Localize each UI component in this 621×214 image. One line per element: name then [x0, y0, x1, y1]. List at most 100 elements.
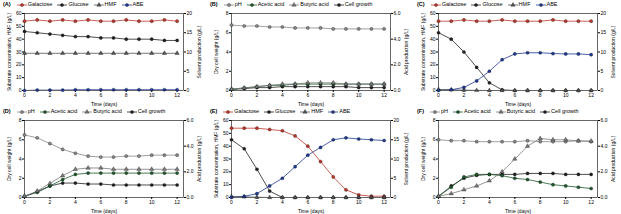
svg-text:2: 2	[256, 199, 259, 205]
svg-text:10: 10	[16, 74, 22, 80]
svg-text:60: 60	[16, 10, 22, 16]
svg-text:8: 8	[433, 117, 436, 123]
svg-text:Acid production (g/L): Acid production (g/L)	[403, 29, 409, 75]
svg-text:0: 0	[19, 194, 22, 200]
svg-text:Acid production (g/L): Acid production (g/L)	[610, 136, 616, 182]
svg-text:20: 20	[430, 61, 436, 67]
svg-text:Dry cell weight (g/L): Dry cell weight (g/L)	[6, 137, 12, 182]
svg-text:6: 6	[99, 199, 102, 205]
svg-text:30: 30	[430, 49, 436, 55]
svg-text:0: 0	[187, 87, 190, 93]
svg-text:12: 12	[174, 92, 180, 98]
svg-text:50: 50	[16, 23, 22, 29]
svg-text:8: 8	[332, 92, 335, 98]
svg-text:50: 50	[430, 23, 436, 29]
svg-text:Solvent production (g/L): Solvent production (g/L)	[610, 25, 616, 78]
svg-text:6: 6	[306, 92, 309, 98]
svg-text:30: 30	[223, 156, 229, 162]
svg-text:Substrate concentration, HMF (: Substrate concentration, HMF (g/L)	[6, 13, 12, 91]
svg-text:10: 10	[601, 49, 607, 55]
svg-text:12: 12	[381, 92, 387, 98]
svg-text:0.0: 0.0	[601, 194, 608, 200]
svg-text:8: 8	[539, 199, 542, 205]
svg-text:40: 40	[16, 36, 22, 42]
svg-text:20: 20	[394, 117, 400, 123]
svg-text:12: 12	[174, 199, 180, 205]
svg-text:2: 2	[226, 68, 229, 74]
svg-text:12: 12	[381, 199, 387, 205]
svg-text:4: 4	[74, 92, 77, 98]
svg-text:20: 20	[223, 168, 229, 174]
svg-text:15: 15	[394, 136, 400, 142]
svg-text:6: 6	[513, 92, 516, 98]
svg-text:15: 15	[601, 29, 607, 35]
svg-text:4: 4	[488, 199, 491, 205]
svg-text:Dry cell weight (g/L): Dry cell weight (g/L)	[420, 137, 426, 182]
svg-text:4: 4	[74, 199, 77, 205]
svg-text:10: 10	[187, 49, 193, 55]
svg-text:40: 40	[430, 36, 436, 42]
svg-text:Time (days): Time (days)	[505, 101, 532, 107]
svg-text:8: 8	[332, 199, 335, 205]
svg-text:0: 0	[23, 92, 26, 98]
svg-text:20: 20	[601, 10, 607, 16]
svg-text:4: 4	[226, 49, 229, 55]
svg-text:12: 12	[588, 92, 594, 98]
svg-text:5: 5	[394, 175, 397, 181]
svg-text:10: 10	[356, 92, 362, 98]
svg-text:0: 0	[394, 194, 397, 200]
svg-text:10: 10	[149, 199, 155, 205]
svg-text:4.0: 4.0	[601, 143, 608, 149]
svg-text:Acid production (g/L): Acid production (g/L)	[196, 136, 202, 182]
svg-text:6.0: 6.0	[187, 117, 194, 123]
svg-text:0.0: 0.0	[187, 194, 194, 200]
svg-text:2.0: 2.0	[394, 61, 401, 67]
svg-text:Dry cell weight (g/L): Dry cell weight (g/L)	[213, 30, 219, 75]
svg-text:Substrate concentration, HMF (: Substrate concentration, HMF (g/L)	[420, 13, 426, 91]
svg-text:10: 10	[563, 92, 569, 98]
svg-text:2: 2	[19, 175, 22, 181]
svg-text:30: 30	[16, 49, 22, 55]
svg-text:0: 0	[601, 87, 604, 93]
svg-text:0: 0	[226, 194, 229, 200]
svg-text:2: 2	[49, 92, 52, 98]
svg-text:2: 2	[463, 92, 466, 98]
svg-text:0: 0	[433, 87, 436, 93]
svg-text:0: 0	[230, 92, 233, 98]
svg-text:15: 15	[187, 29, 193, 35]
svg-text:4.0: 4.0	[187, 143, 194, 149]
svg-text:Substrate concentration, HMF (: Substrate concentration, HMF (g/L)	[213, 120, 219, 198]
svg-text:0: 0	[19, 87, 22, 93]
svg-text:10: 10	[223, 181, 229, 187]
svg-text:Time (days): Time (days)	[298, 208, 325, 214]
svg-text:0: 0	[226, 87, 229, 93]
svg-text:5: 5	[187, 68, 190, 74]
svg-text:2: 2	[49, 199, 52, 205]
svg-text:0: 0	[433, 194, 436, 200]
svg-text:0: 0	[437, 92, 440, 98]
svg-text:20: 20	[16, 61, 22, 67]
svg-text:0: 0	[23, 199, 26, 205]
svg-text:6: 6	[513, 199, 516, 205]
svg-text:2.0: 2.0	[187, 168, 194, 174]
svg-text:Solvent production (g/L): Solvent production (g/L)	[196, 25, 202, 78]
svg-text:6: 6	[226, 29, 229, 35]
svg-text:10: 10	[394, 156, 400, 162]
svg-text:Time (days): Time (days)	[91, 208, 118, 214]
svg-text:50: 50	[223, 130, 229, 136]
svg-text:10: 10	[563, 199, 569, 205]
svg-text:Time (days): Time (days)	[298, 101, 325, 107]
svg-text:6: 6	[433, 136, 436, 142]
svg-text:2: 2	[256, 92, 259, 98]
svg-text:4: 4	[488, 92, 491, 98]
svg-text:6.0: 6.0	[394, 10, 401, 16]
svg-text:60: 60	[223, 117, 229, 123]
svg-text:12: 12	[588, 199, 594, 205]
svg-text:8: 8	[125, 92, 128, 98]
svg-text:2.0: 2.0	[601, 168, 608, 174]
svg-text:10: 10	[356, 199, 362, 205]
svg-text:10: 10	[430, 74, 436, 80]
svg-text:0: 0	[230, 199, 233, 205]
svg-text:6: 6	[19, 136, 22, 142]
svg-text:20: 20	[187, 10, 193, 16]
